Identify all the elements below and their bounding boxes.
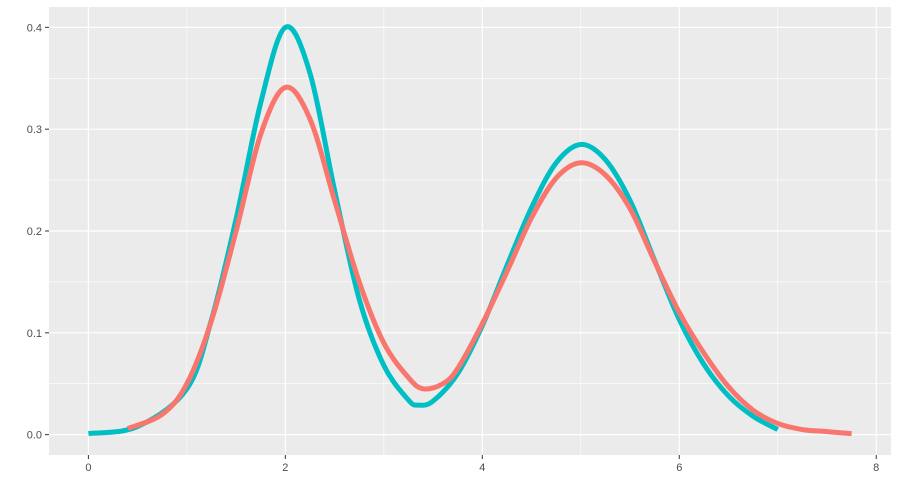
series-line-2: [126, 84, 852, 437]
y-tick-label: 0.2: [27, 226, 42, 238]
x-tick-label: 2: [282, 462, 288, 474]
y-tick-label: 0.0: [27, 430, 42, 442]
series-lines: [88, 24, 852, 437]
x-tick-label: 8: [873, 462, 879, 474]
x-tick-label: 6: [676, 462, 682, 474]
y-tick-label: 0.3: [27, 124, 42, 136]
y-tick-label: 0.4: [27, 22, 42, 34]
y-axis: 0.0 0.1 0.2 0.3 0.4: [27, 22, 49, 442]
major-gridlines: [49, 7, 891, 455]
x-axis: 0 2 4 6 8: [85, 455, 879, 474]
x-tick-label: 0: [85, 462, 91, 474]
y-tick-label: 0.1: [27, 328, 42, 340]
x-tick-label: 4: [479, 462, 485, 474]
